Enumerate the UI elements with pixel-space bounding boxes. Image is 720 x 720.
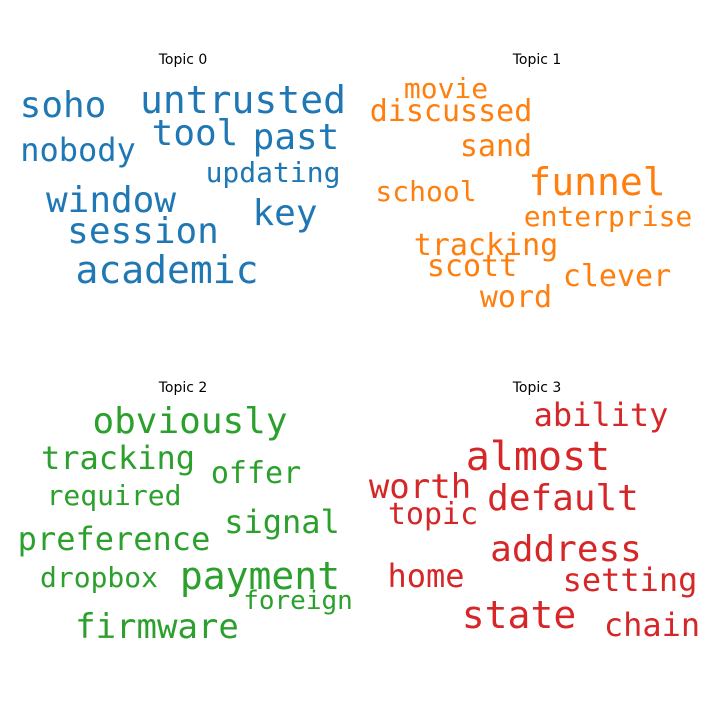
word: almost (465, 434, 611, 480)
word: session (67, 211, 219, 252)
word: movie (403, 72, 489, 105)
word: updating (205, 156, 341, 189)
word: nobody (20, 131, 136, 169)
word: academic (75, 248, 259, 292)
word: dropbox (39, 561, 159, 594)
word: default (487, 478, 639, 519)
word: obviously (92, 401, 288, 442)
word: tool (151, 113, 239, 154)
word: scott (426, 249, 518, 284)
word: window (45, 180, 177, 221)
word: topic (387, 497, 479, 532)
word: home (387, 557, 465, 595)
word: firmware (75, 607, 239, 647)
word: offer (210, 456, 302, 491)
word: school (375, 175, 477, 208)
word: key (252, 193, 318, 234)
word: chain (603, 606, 701, 644)
word: address (490, 529, 642, 570)
topic-1-title: Topic 1 (512, 52, 562, 68)
word: tracking (40, 439, 196, 477)
word: word (479, 280, 553, 315)
word: enterprise (523, 200, 693, 233)
word: funnel (528, 160, 666, 204)
word: foreign (243, 586, 353, 616)
word: past (252, 117, 340, 158)
word: soho (19, 85, 107, 126)
word: ability (533, 396, 669, 434)
topic-0-title: Topic 0 (158, 52, 208, 68)
word: untrusted (140, 78, 346, 122)
word: required (46, 479, 182, 512)
topic-3-title: Topic 3 (512, 380, 562, 396)
word: payment (179, 554, 341, 598)
word: tracking (413, 228, 559, 263)
word: clever (562, 259, 672, 294)
word: worth (368, 467, 472, 507)
topic-2-title: Topic 2 (158, 380, 208, 396)
word: setting (562, 561, 698, 599)
word: preference (17, 520, 211, 558)
word: discussed (369, 94, 533, 129)
word: sand (459, 129, 533, 164)
word: state (461, 593, 577, 637)
word: signal (224, 503, 340, 541)
